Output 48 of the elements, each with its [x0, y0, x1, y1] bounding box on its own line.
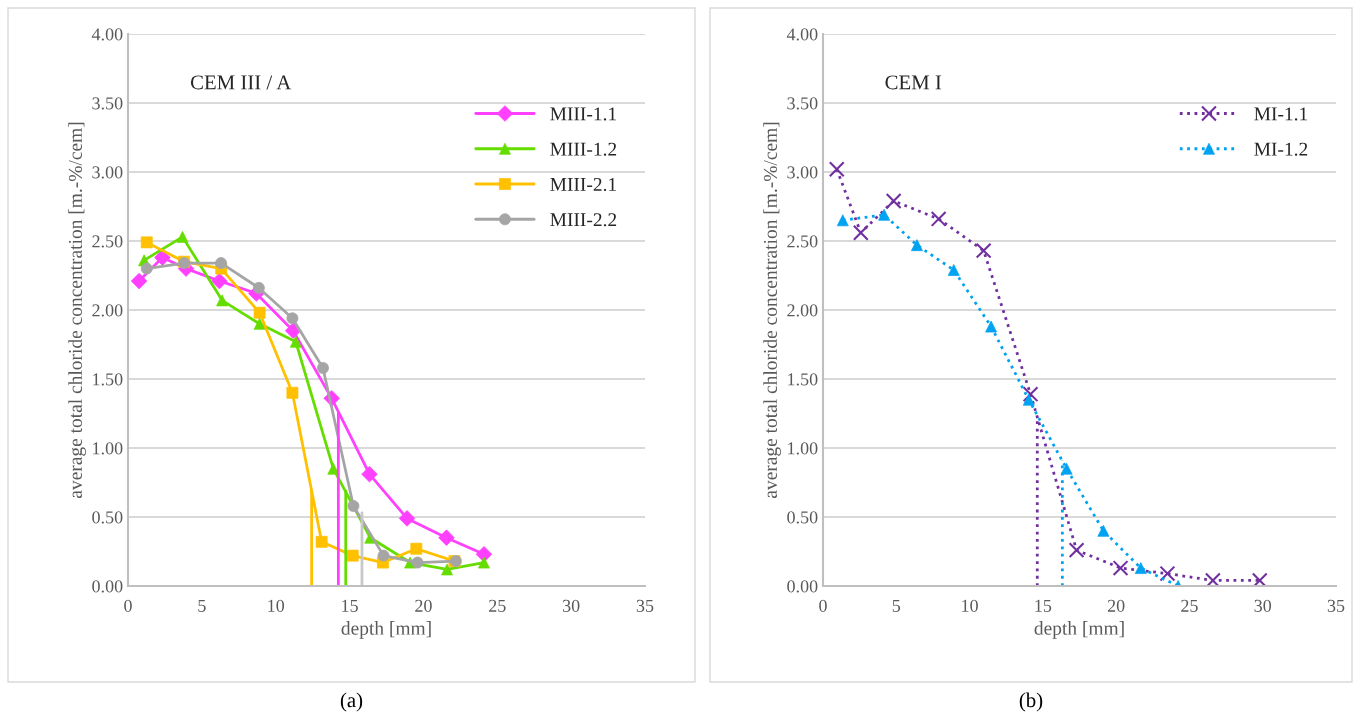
y-axis-title: average total chloride concentration [m.-%/cem] [763, 122, 781, 498]
y-tick-label: 4.00 [786, 28, 818, 41]
y-axis-title: average total chloride concentration [m.-%/cem] [68, 122, 86, 498]
y-tick-label: 0.00 [92, 580, 123, 593]
x-tick-label: 0 [819, 599, 827, 612]
x-tick-label: 5 [198, 599, 206, 612]
y-tick-label: 2.50 [92, 235, 123, 248]
x-tick-label: 15 [342, 599, 358, 612]
x-tick-label: 10 [268, 599, 285, 612]
y-tick-label: 1.50 [788, 373, 818, 386]
x-tick-label: 10 [962, 599, 978, 612]
legend-label: MIII-1.1 [550, 107, 616, 121]
text: (a) [340, 692, 363, 712]
x-axis-title: depth [mm] [341, 621, 431, 639]
y-tick-label: 0.00 [787, 580, 818, 593]
x-tick-label: 35 [636, 599, 654, 612]
x-tick-label: 30 [1254, 599, 1272, 612]
y-tick-label: 2.50 [787, 235, 818, 248]
legend-label: MI-1.1 [1254, 107, 1308, 121]
legend-label: MIII-1.2 [550, 142, 617, 156]
legend-label: MI-1.2 [1254, 142, 1308, 156]
y-tick-label: 3.00 [92, 166, 123, 179]
y-tick-label: 0.50 [92, 511, 123, 524]
legend-label: MIII-2.2 [550, 213, 617, 227]
annotation: CEM III / A [190, 75, 292, 90]
x-tick-label: 35 [1327, 599, 1345, 612]
y-tick-label: 2.00 [92, 304, 123, 317]
y-tick-label: 3.50 [92, 97, 123, 110]
x-tick-label: 15 [1035, 599, 1052, 612]
y-tick-label: 3.00 [787, 166, 818, 179]
y-tick-label: 2.00 [787, 304, 818, 317]
x-tick-label: 25 [1181, 599, 1198, 612]
x-tick-label: 0 [124, 599, 132, 612]
x-axis-title: depth [mm] [1034, 621, 1124, 639]
x-tick-label: 20 [415, 599, 432, 612]
x-tick-label: 20 [1107, 599, 1125, 612]
y-tick-label: 1.00 [93, 442, 123, 455]
x-tick-label: 5 [892, 599, 901, 612]
y-tick-label: 3.50 [787, 97, 818, 110]
y-tick-label: 0.50 [787, 511, 818, 524]
x-tick-label: 30 [562, 599, 580, 612]
y-tick-label: 1.00 [788, 442, 818, 455]
text: (b) [1019, 692, 1043, 712]
y-tick-label: 1.50 [93, 373, 123, 386]
annotation: CEM I [885, 75, 942, 90]
legend-label: MIII-2.1 [550, 177, 616, 192]
x-tick-label: 25 [489, 599, 506, 612]
y-tick-label: 4.00 [91, 28, 123, 41]
